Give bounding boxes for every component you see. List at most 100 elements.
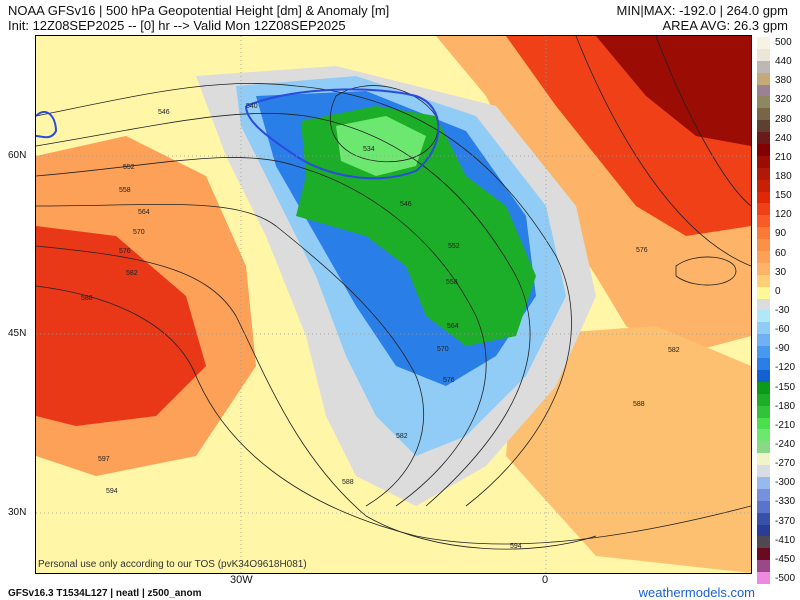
colorbar-swatch bbox=[757, 84, 770, 97]
colorbar-tick-label: -500 bbox=[775, 572, 796, 584]
colorbar-swatch bbox=[757, 108, 770, 121]
contour-label: 570 bbox=[437, 346, 449, 353]
warm-anomaly-south bbox=[506, 326, 751, 573]
colorbar-tick-label: -370 bbox=[775, 515, 796, 527]
colorbar-tick-label: 280 bbox=[775, 113, 792, 125]
colorbar-swatch bbox=[757, 298, 770, 311]
map-canvas: 546 552 558 564 570 576 582 588 597 594 … bbox=[36, 36, 751, 573]
colorbar bbox=[757, 37, 770, 584]
colorbar-swatch bbox=[757, 262, 770, 275]
cold-anomaly-core bbox=[336, 116, 426, 176]
contour-label: 594 bbox=[510, 543, 522, 550]
colorbar-swatch bbox=[757, 322, 770, 335]
colorbar-tick-label: 440 bbox=[775, 56, 792, 68]
colorbar-swatch bbox=[757, 572, 770, 584]
colorbar-swatch bbox=[757, 96, 770, 109]
colorbar-swatch bbox=[757, 167, 770, 180]
colorbar-swatch bbox=[757, 465, 770, 477]
init-valid-time: Init: 12Z08SEP2025 -- [0] hr --> Valid M… bbox=[8, 18, 346, 33]
colorbar-swatch bbox=[757, 524, 770, 537]
colorbar-tick-label: 60 bbox=[775, 247, 787, 259]
colorbar-swatch bbox=[757, 132, 770, 145]
extreme-warm-anomaly bbox=[596, 36, 751, 146]
colorbar-swatch bbox=[757, 488, 770, 501]
colorbar-swatch bbox=[757, 144, 770, 156]
lat-label-60n: 60N bbox=[8, 150, 27, 161]
contour-labels: 546 552 558 564 570 576 582 588 597 594 … bbox=[81, 103, 680, 550]
colorbar-swatch bbox=[757, 310, 770, 323]
contour-label: 582 bbox=[396, 433, 408, 440]
contour-label: 570 bbox=[133, 229, 145, 236]
colorbar-tick-label: -60 bbox=[775, 324, 790, 336]
colorbar-tick-label: -330 bbox=[775, 496, 796, 508]
colorbar-swatch bbox=[757, 346, 770, 359]
contour-label: 546 bbox=[400, 201, 412, 208]
trough-contours bbox=[36, 88, 440, 180]
colorbar-swatch bbox=[757, 120, 770, 133]
colorbar-tick-label: 180 bbox=[775, 170, 792, 182]
colorbar-swatch bbox=[757, 548, 770, 561]
brand-link[interactable]: weathermodels.com bbox=[638, 585, 755, 600]
colorbar-swatch bbox=[757, 560, 770, 573]
contour-label: 576 bbox=[443, 377, 455, 384]
graticule bbox=[36, 36, 751, 573]
colorbar-swatch bbox=[757, 476, 770, 489]
colorbar-tick-label: -120 bbox=[775, 362, 796, 374]
colorbar-swatch bbox=[757, 429, 770, 442]
contour-label: 588 bbox=[81, 295, 93, 302]
strong-warm-anomaly-west bbox=[36, 226, 206, 426]
contour-label: 576 bbox=[636, 247, 648, 254]
colorbar-tick-label: -90 bbox=[775, 343, 790, 355]
colorbar-swatch bbox=[757, 203, 770, 216]
colorbar-swatch bbox=[757, 536, 770, 549]
colorbar-swatch bbox=[757, 239, 770, 252]
colorbar-tick-label: -150 bbox=[775, 381, 796, 393]
contour-label: 588 bbox=[633, 401, 645, 408]
contour-label: 597 bbox=[98, 456, 110, 463]
colorbar-swatch bbox=[757, 334, 770, 347]
colorbar-tick-label: 240 bbox=[775, 132, 792, 144]
colorbar-swatch bbox=[757, 60, 770, 73]
colorbar-tick-label: 380 bbox=[775, 75, 792, 87]
colorbar-swatch bbox=[757, 512, 770, 525]
anomaly-map: 546 552 558 564 570 576 582 588 597 594 … bbox=[35, 35, 752, 574]
colorbar-swatch bbox=[757, 393, 770, 406]
colorbar-swatch bbox=[757, 191, 770, 204]
contour-label: 540 bbox=[246, 103, 258, 110]
contour-label: 582 bbox=[668, 347, 680, 354]
area-average-readout: AREA AVG: 26.3 gpm bbox=[662, 18, 789, 33]
min-max-readout: MIN|MAX: -192.0 | 264.0 gpm bbox=[616, 3, 789, 18]
colorbar-tick-label: 500 bbox=[775, 37, 792, 48]
colorbar-swatch bbox=[757, 381, 770, 394]
colorbar-tick-label: 30 bbox=[775, 266, 787, 278]
chart-title: NOAA GFSv16 | 500 hPa Geopotential Heigh… bbox=[8, 3, 390, 18]
contour-label: 564 bbox=[138, 209, 150, 216]
colorbar-tick-label: 210 bbox=[775, 151, 792, 163]
colorbar-tick-label: -240 bbox=[775, 438, 796, 450]
colorbar-tick-label: -450 bbox=[775, 553, 796, 565]
tos-notice: Personal use only according to our TOS (… bbox=[38, 559, 307, 570]
colorbar-ticks: 500 440 380 320 280 240 210 180 150 120 90 60 30 0 -30… bbox=[775, 37, 800, 584]
lon-label-0: 0 bbox=[542, 574, 549, 586]
colorbar-swatch bbox=[757, 286, 770, 299]
contour-label: 582 bbox=[126, 270, 138, 277]
contour-label: 588 bbox=[342, 479, 354, 486]
colorbar-tick-label: -270 bbox=[775, 458, 796, 470]
colorbar-tick-label: -30 bbox=[775, 304, 790, 316]
colorbar-swatch bbox=[757, 72, 770, 85]
colorbar-tick-label: 320 bbox=[775, 94, 792, 106]
contour-label: 546 bbox=[158, 109, 170, 116]
colorbar-swatch bbox=[757, 155, 770, 168]
colorbar-swatch bbox=[757, 274, 770, 287]
colorbar-swatch bbox=[757, 405, 770, 418]
colorbar-swatch bbox=[757, 441, 770, 454]
colorbar-swatch bbox=[757, 500, 770, 513]
colorbar-tick-label: 90 bbox=[775, 228, 787, 240]
colorbar-swatch bbox=[757, 215, 770, 228]
contour-label: 564 bbox=[447, 323, 459, 330]
contour-label: 576 bbox=[119, 248, 131, 255]
colorbar-swatch bbox=[757, 48, 770, 61]
contour-label: 594 bbox=[106, 488, 118, 495]
colorbar-swatch bbox=[757, 453, 770, 466]
model-info: GFSv16.3 T1534L127 | neatl | z500_anom bbox=[8, 588, 202, 599]
